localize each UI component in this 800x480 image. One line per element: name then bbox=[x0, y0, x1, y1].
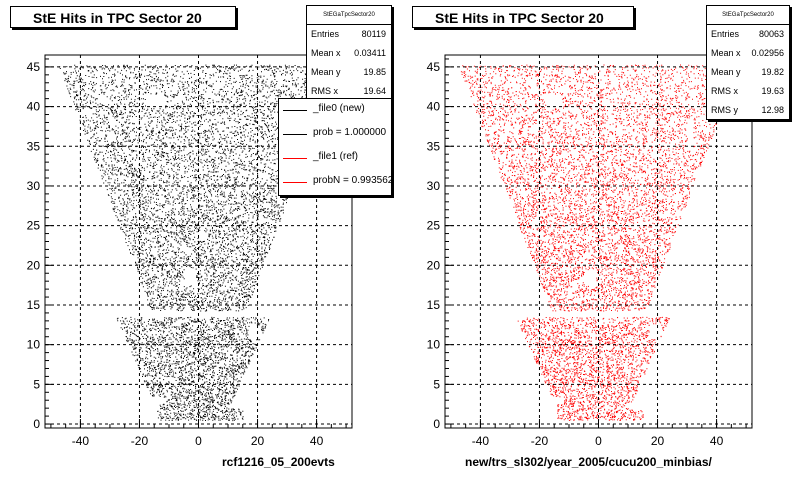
left-stats-rms-x: RMS x 19.64 bbox=[311, 86, 386, 96]
left-y-tick-label: 25 bbox=[27, 219, 41, 233]
right-plot-title: StE Hits in TPC Sector 20 bbox=[412, 6, 634, 28]
left-x-tick-label: -40 bbox=[72, 434, 90, 448]
legend-entry-prob: prob = 1.000000 bbox=[279, 123, 391, 147]
left-y-tick-label: 35 bbox=[27, 139, 41, 153]
left-stats-box: StEGaTpcSector20 Entries 80119 Mean x 0.03… bbox=[306, 5, 392, 99]
right-y-tick-label: 0 bbox=[433, 417, 440, 431]
right-stats-entries: Entries 80063 bbox=[711, 29, 784, 39]
right-y-tick-label: 20 bbox=[427, 258, 441, 272]
right-stats-name: StEGaTpcSector20 bbox=[707, 6, 789, 25]
legend-line-black bbox=[283, 110, 307, 111]
right-y-tick-label: 30 bbox=[427, 179, 441, 193]
right-plot-canvas: -40 -20 0 20 40 0 5 10 15 20 25 30 35 40 45 bbox=[427, 54, 753, 448]
left-x-tick-label: 20 bbox=[251, 434, 265, 448]
left-x-tick-label: 0 bbox=[195, 434, 202, 448]
right-hit-markers bbox=[460, 64, 739, 421]
left-x-tick-label: -20 bbox=[131, 434, 149, 448]
legend-line-red bbox=[283, 182, 307, 183]
right-pad: -40 -20 0 20 40 0 5 10 15 20 25 30 35 40 45 StE Hits i… bbox=[400, 0, 800, 480]
right-hit-points bbox=[460, 64, 739, 421]
right-y-tick-label: 5 bbox=[433, 377, 440, 391]
left-stats-entries: Entries 80119 bbox=[311, 29, 386, 39]
right-x-tick-label: 20 bbox=[651, 434, 665, 448]
legend-box: _file0 (new) prob = 1.000000 _file1 (ref… bbox=[278, 98, 392, 196]
left-y-tick-label: 30 bbox=[27, 179, 41, 193]
right-x-tick-label: -40 bbox=[472, 434, 490, 448]
right-y-tick-label: 45 bbox=[427, 60, 441, 74]
legend-entry-file1: _file1 (ref) bbox=[279, 147, 391, 171]
right-x-tick-label: 40 bbox=[710, 434, 724, 448]
left-y-tick-label: 20 bbox=[27, 258, 41, 272]
left-y-tick-label: 40 bbox=[27, 100, 41, 114]
right-y-tick-label: 15 bbox=[427, 298, 441, 312]
legend-line-red bbox=[283, 158, 307, 159]
left-pad: -40 -20 0 20 40 0 5 10 15 20 25 30 35 40 45 StE Hits i… bbox=[10, 5, 392, 469]
right-stats-box: StEGaTpcSector20 Entries 80063 Mean x 0.02… bbox=[706, 5, 790, 120]
right-x-tick-label: 0 bbox=[595, 434, 602, 448]
right-x-axis-label: new/trs_sl302/year_2005/cucu200_minbias/ bbox=[465, 455, 712, 469]
left-stats-name: StEGaTpcSector20 bbox=[307, 6, 391, 25]
left-y-tick-label: 15 bbox=[27, 298, 41, 312]
left-x-tick-label: 40 bbox=[310, 434, 324, 448]
left-plot-title: StE Hits in TPC Sector 20 bbox=[10, 6, 236, 28]
left-x-axis-label: rcf1216_05_200evts bbox=[222, 455, 335, 469]
left-y-tick-label: 45 bbox=[27, 60, 41, 74]
left-stats-mean-y: Mean y 19.85 bbox=[311, 67, 386, 77]
right-y-tick-label: 10 bbox=[427, 338, 441, 352]
left-stats-mean-x: Mean x 0.03411 bbox=[311, 48, 386, 58]
left-y-tick-label: 0 bbox=[33, 417, 40, 431]
right-x-tick-label: -20 bbox=[531, 434, 549, 448]
left-y-tick-label: 10 bbox=[27, 338, 41, 352]
legend-line-black bbox=[283, 134, 307, 135]
right-stats-mean-y: Mean y 19.82 bbox=[711, 67, 784, 77]
legend-entry-probn: probN = 0.993562 bbox=[279, 171, 391, 195]
right-stats-rms-y: RMS y 12.98 bbox=[711, 105, 784, 115]
left-y-tick-label: 5 bbox=[33, 377, 40, 391]
right-stats-mean-x: Mean x 0.02956 bbox=[711, 48, 784, 58]
right-stats-rms-x: RMS x 19.63 bbox=[711, 86, 784, 96]
right-y-tick-label: 25 bbox=[427, 219, 441, 233]
legend-entry-file0: _file0 (new) bbox=[279, 99, 391, 123]
right-y-tick-label: 35 bbox=[427, 139, 441, 153]
right-y-tick-label: 40 bbox=[427, 100, 441, 114]
